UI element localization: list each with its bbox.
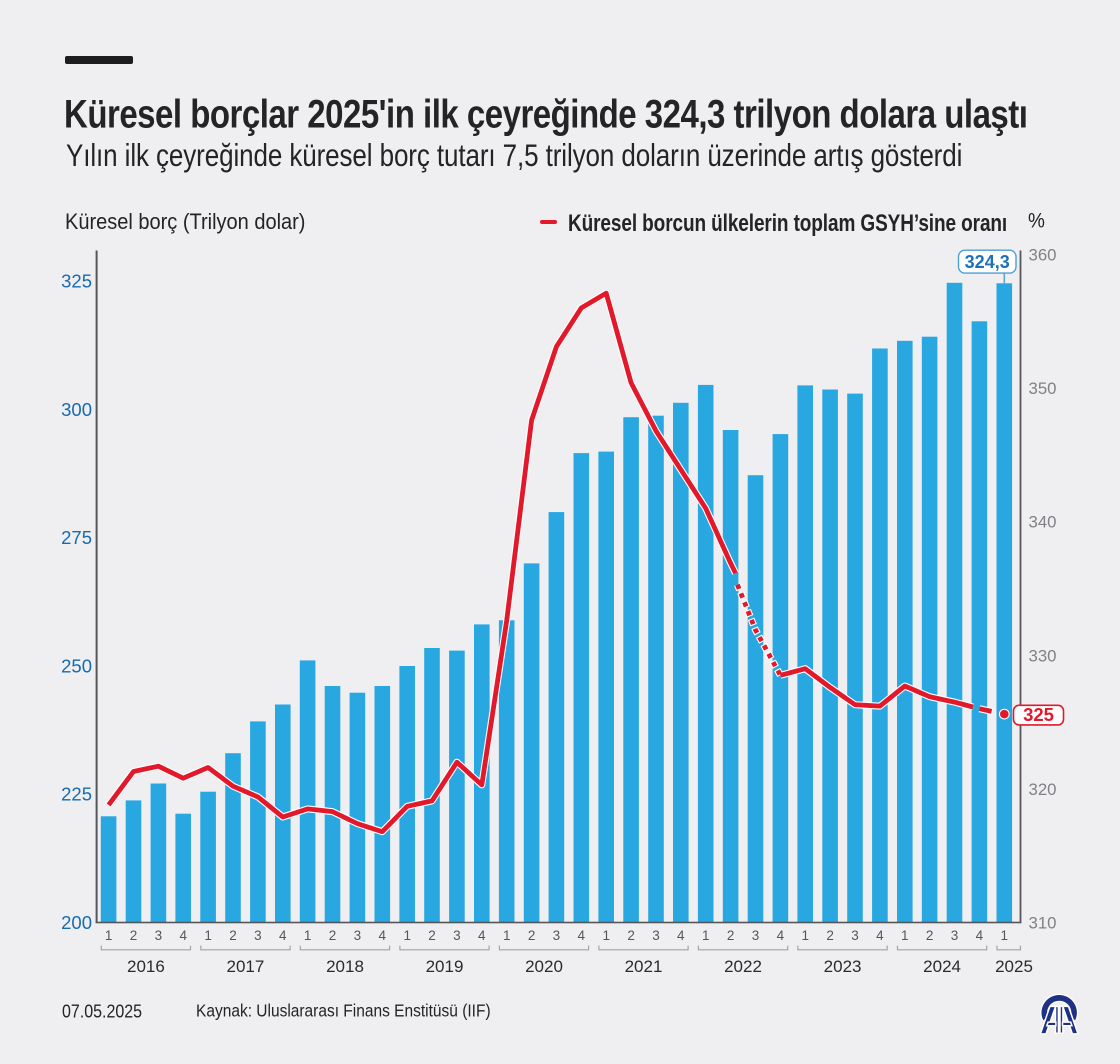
svg-text:324,3: 324,3: [965, 252, 1010, 272]
svg-text:360: 360: [1029, 246, 1057, 265]
svg-text:300: 300: [61, 399, 92, 420]
svg-text:1: 1: [702, 928, 710, 943]
svg-text:1: 1: [901, 928, 909, 943]
svg-text:4: 4: [777, 928, 785, 943]
svg-text:2: 2: [926, 928, 934, 943]
svg-text:1: 1: [304, 928, 312, 943]
svg-text:4: 4: [179, 928, 187, 943]
svg-text:200: 200: [61, 912, 92, 933]
svg-text:4: 4: [279, 928, 287, 943]
svg-text:2019: 2019: [426, 957, 464, 976]
svg-text:4: 4: [578, 928, 586, 943]
svg-text:2020: 2020: [525, 957, 563, 976]
svg-text:3: 3: [851, 928, 859, 943]
svg-text:2021: 2021: [625, 957, 663, 976]
svg-text:3: 3: [453, 928, 461, 943]
svg-text:4: 4: [976, 928, 984, 943]
svg-text:4: 4: [677, 928, 685, 943]
svg-text:4: 4: [876, 928, 884, 943]
svg-text:2025: 2025: [995, 957, 1033, 976]
svg-text:4: 4: [478, 928, 486, 943]
svg-text:2: 2: [627, 928, 635, 943]
svg-text:2: 2: [528, 928, 536, 943]
svg-text:325: 325: [61, 271, 92, 292]
svg-text:325: 325: [1023, 704, 1054, 725]
svg-text:1: 1: [105, 928, 113, 943]
svg-text:350: 350: [1029, 379, 1057, 398]
svg-text:2018: 2018: [326, 957, 364, 976]
svg-text:3: 3: [254, 928, 262, 943]
svg-text:3: 3: [752, 928, 760, 943]
svg-text:3: 3: [553, 928, 561, 943]
svg-text:2024: 2024: [923, 957, 961, 976]
svg-text:1: 1: [602, 928, 610, 943]
svg-text:2: 2: [229, 928, 237, 943]
svg-text:2: 2: [428, 928, 436, 943]
svg-text:3: 3: [354, 928, 362, 943]
svg-text:3: 3: [155, 928, 163, 943]
svg-text:2: 2: [826, 928, 834, 943]
svg-text:1: 1: [1001, 928, 1009, 943]
svg-text:225: 225: [61, 784, 92, 805]
svg-text:3: 3: [951, 928, 959, 943]
svg-text:3: 3: [652, 928, 660, 943]
svg-text:2016: 2016: [127, 957, 165, 976]
svg-text:2: 2: [727, 928, 735, 943]
svg-text:250: 250: [61, 655, 92, 676]
svg-text:340: 340: [1029, 513, 1057, 532]
svg-text:2022: 2022: [724, 957, 762, 976]
svg-text:1: 1: [204, 928, 212, 943]
svg-text:2: 2: [329, 928, 337, 943]
svg-text:1: 1: [503, 928, 511, 943]
svg-text:2023: 2023: [824, 957, 862, 976]
svg-text:330: 330: [1029, 646, 1057, 665]
svg-text:2: 2: [130, 928, 138, 943]
svg-text:4: 4: [379, 928, 387, 943]
svg-text:2017: 2017: [226, 957, 264, 976]
svg-text:275: 275: [61, 527, 92, 548]
svg-text:310: 310: [1029, 914, 1057, 933]
svg-text:320: 320: [1029, 780, 1057, 799]
svg-text:1: 1: [403, 928, 411, 943]
svg-text:1: 1: [801, 928, 809, 943]
